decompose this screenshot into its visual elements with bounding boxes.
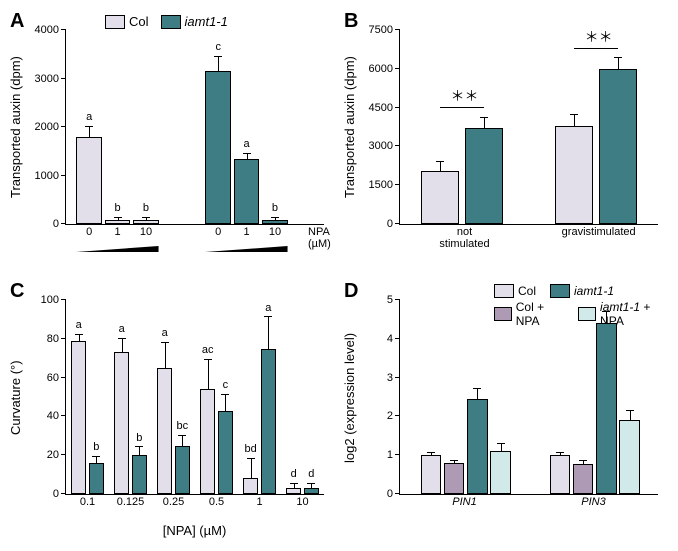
legend-label: iamt1-1 bbox=[574, 284, 614, 298]
panel-a-chart: 01000200030004000abb0110cab0110NPA(µM) bbox=[65, 30, 324, 225]
panel-c-xlabel: [NPA] (µM) bbox=[65, 523, 324, 538]
panel-a-ylabel: Transported auxin (dpm) bbox=[8, 30, 23, 225]
legend-swatch-col bbox=[105, 15, 125, 29]
panel-d-chart: 012345PIN1PIN3 bbox=[399, 300, 658, 495]
panel-d-ylabel: log2 (expression level) bbox=[342, 300, 357, 495]
legend-swatch-iamt bbox=[161, 15, 181, 29]
panel-b: B Transported auxin (dpm) 01500300045006… bbox=[344, 10, 668, 270]
legend-swatch bbox=[550, 284, 570, 298]
legend-label: Col bbox=[129, 14, 149, 29]
figure-grid: A Transported auxin (dpm) Col iamt1-1 01… bbox=[10, 10, 668, 540]
legend-swatch bbox=[494, 284, 514, 298]
panel-b-chart: 015003000450060007500notstimulated＊＊grav… bbox=[399, 30, 658, 225]
panel-b-ylabel: Transported auxin (dpm) bbox=[342, 30, 357, 225]
panel-c: C Curvature (°) 020406080100ab0.1ab0.125… bbox=[10, 280, 334, 540]
legend-label: Col bbox=[518, 284, 536, 298]
panel-d: D log2 (expression level) Col iamt1-1 Co… bbox=[344, 280, 668, 540]
panel-a: A Transported auxin (dpm) Col iamt1-1 01… bbox=[10, 10, 334, 270]
legend-label: iamt1-1 bbox=[185, 14, 228, 29]
panel-c-ylabel: Curvature (°) bbox=[8, 300, 23, 495]
panel-c-chart: 020406080100ab0.1ab0.125abc0.25acc0.5bda… bbox=[65, 300, 324, 495]
panel-a-legend: Col iamt1-1 bbox=[105, 14, 228, 29]
